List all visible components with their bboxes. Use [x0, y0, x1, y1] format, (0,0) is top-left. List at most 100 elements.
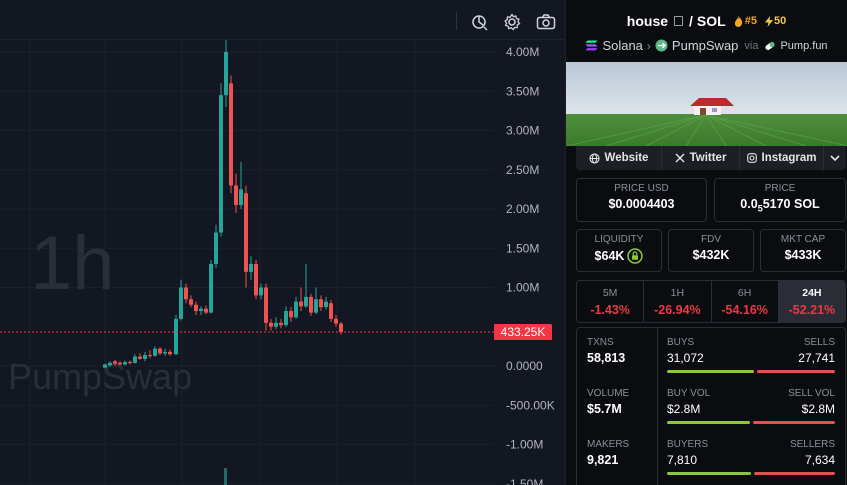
- market-cap-label: MKT CAP: [780, 234, 826, 245]
- candle-body: [118, 362, 122, 365]
- candle-body: [309, 296, 313, 313]
- sell-vol-label: SELL VOL: [788, 388, 835, 399]
- camera-icon[interactable]: [535, 11, 557, 33]
- candle-body: [199, 308, 203, 312]
- volume-ratio-bar: [667, 421, 835, 424]
- buyers-ratio-bar: [667, 472, 835, 475]
- candle-body: [174, 318, 178, 355]
- candlestick-chart[interactable]: 1h PumpSwap 4.00M 3.50M 3.00M 2.50M 2.00M 1.5…: [0, 40, 565, 485]
- price-axis-tick-label: 1.00M: [506, 281, 539, 295]
- candle-body: [319, 299, 323, 308]
- price-native-suffix: 5170 SOL: [762, 197, 820, 211]
- token-banner-image: [566, 62, 847, 146]
- tab-24h-label: 24H: [802, 287, 822, 299]
- tab-1h-label: 1H: [670, 287, 685, 299]
- liquidity-label: LIQUIDITY: [594, 234, 644, 245]
- fdv-label: FDV: [701, 234, 721, 245]
- sells-ratio-fill: [757, 370, 835, 373]
- buy-vol-value: $2.8M: [667, 402, 701, 416]
- tab-6h[interactable]: 6H -54.16%: [712, 281, 779, 322]
- candle-body: [264, 287, 268, 323]
- copy-icon[interactable]: [674, 16, 684, 26]
- sells-value: 27,741: [798, 351, 835, 365]
- sellers-label: SELLERS: [789, 439, 835, 450]
- candle-body: [128, 362, 132, 364]
- tab-1h-change: -26.94%: [654, 303, 701, 317]
- solana-icon: [585, 40, 598, 51]
- gear-icon[interactable]: [501, 11, 523, 33]
- pumpfun-icon: [765, 41, 776, 50]
- flame-icon: [734, 15, 742, 27]
- candle-body: [138, 356, 142, 359]
- twitter-link[interactable]: Twitter: [662, 146, 740, 170]
- tab-1h[interactable]: 1H -26.94%: [644, 281, 712, 322]
- sellers-value: 7,634: [804, 453, 835, 467]
- price-native-zeros: 5: [757, 203, 763, 214]
- price-axis-tick-label: -1.00M: [506, 438, 543, 452]
- market-cap-box: MKT CAP $433K: [760, 229, 846, 272]
- via-label: via: [744, 39, 759, 52]
- lightning-icon: [764, 15, 773, 27]
- price-native-label: PRICE: [764, 183, 796, 194]
- tab-5m-change: -1.43%: [590, 303, 630, 317]
- pair-separator: /: [689, 13, 693, 29]
- twitter-label: Twitter: [689, 152, 727, 164]
- buy-sell-volume-stat: BUY VOL SELL VOL $2.8M $2.8M: [667, 388, 835, 424]
- candle-body: [329, 303, 333, 319]
- tab-6h-change: -54.16%: [721, 303, 768, 317]
- candle-body: [123, 362, 127, 365]
- candle-body: [314, 299, 318, 313]
- candle-body: [113, 361, 117, 364]
- candle-body: [259, 287, 263, 296]
- sell-vol-ratio-fill: [752, 421, 835, 424]
- price-axis-tick-label: 0.0000: [506, 359, 543, 373]
- candle-body: [143, 355, 147, 359]
- tab-6h-label: 6H: [737, 287, 752, 299]
- candle-body: [189, 299, 193, 305]
- trending-rank: #5: [744, 15, 757, 27]
- volume-value: $5.7M: [587, 402, 622, 416]
- tab-24h[interactable]: 24H -52.21%: [778, 281, 845, 322]
- boost-badge[interactable]: 50: [764, 15, 787, 27]
- house-icon: [690, 98, 734, 115]
- candle-body: [214, 232, 218, 264]
- launchpad-link[interactable]: Pump.fun: [780, 39, 828, 52]
- social-links-bar: Website Twitter Instagram: [576, 146, 846, 170]
- volume-bar: [224, 468, 227, 485]
- volume-label: VOLUME: [587, 388, 630, 399]
- price-native-box: PRICE 0.055170 SOL: [714, 178, 846, 222]
- buys-sells-ratio-bar: [667, 370, 835, 373]
- buyers-value: 7,810: [667, 453, 698, 467]
- more-links-button[interactable]: [824, 146, 846, 170]
- toolbar-divider: [456, 12, 457, 30]
- chain-link[interactable]: Solana: [602, 38, 643, 53]
- candle-body: [209, 263, 213, 313]
- chevron-right-icon: ›: [646, 38, 651, 53]
- website-link[interactable]: Website: [576, 146, 662, 170]
- buyers-sellers-stat: BUYERS SELLERS 7,810 7,634: [667, 439, 835, 475]
- price-native-value: 0.055170 SOL: [715, 197, 845, 214]
- candles: [103, 40, 343, 485]
- buy-vol-ratio-fill: [667, 421, 750, 424]
- dex-link[interactable]: PumpSwap: [671, 38, 739, 53]
- boost-count: 50: [773, 15, 787, 27]
- price-axis-tick-label: 2.50M: [506, 163, 539, 177]
- buys-ratio-fill: [667, 370, 755, 373]
- lock-icon[interactable]: [627, 248, 644, 264]
- candle-body: [249, 263, 253, 272]
- price-axis-tick-label: 1.50M: [506, 241, 539, 255]
- price-chart-pane[interactable]: 1h PumpSwap 4.00M 3.50M 3.00M 2.50M 2.00M 1.5…: [0, 0, 565, 485]
- trending-rank-badge[interactable]: #5: [734, 15, 757, 27]
- candle-body: [219, 95, 223, 233]
- base-token-symbol: house: [626, 13, 669, 29]
- candle-body: [184, 287, 188, 300]
- candle-body: [334, 318, 338, 324]
- candle-body: [168, 351, 172, 355]
- candle-body: [108, 362, 112, 366]
- indicator-icon[interactable]: [469, 11, 491, 33]
- tab-5m[interactable]: 5M -1.43%: [577, 281, 645, 322]
- instagram-link[interactable]: Instagram: [740, 146, 824, 170]
- candle-body: [133, 356, 137, 363]
- price-axis[interactable]: 4.00M 3.50M 3.00M 2.50M 2.00M 1.50M 1.00M 0.000…: [506, 45, 555, 485]
- candle-body: [224, 52, 228, 96]
